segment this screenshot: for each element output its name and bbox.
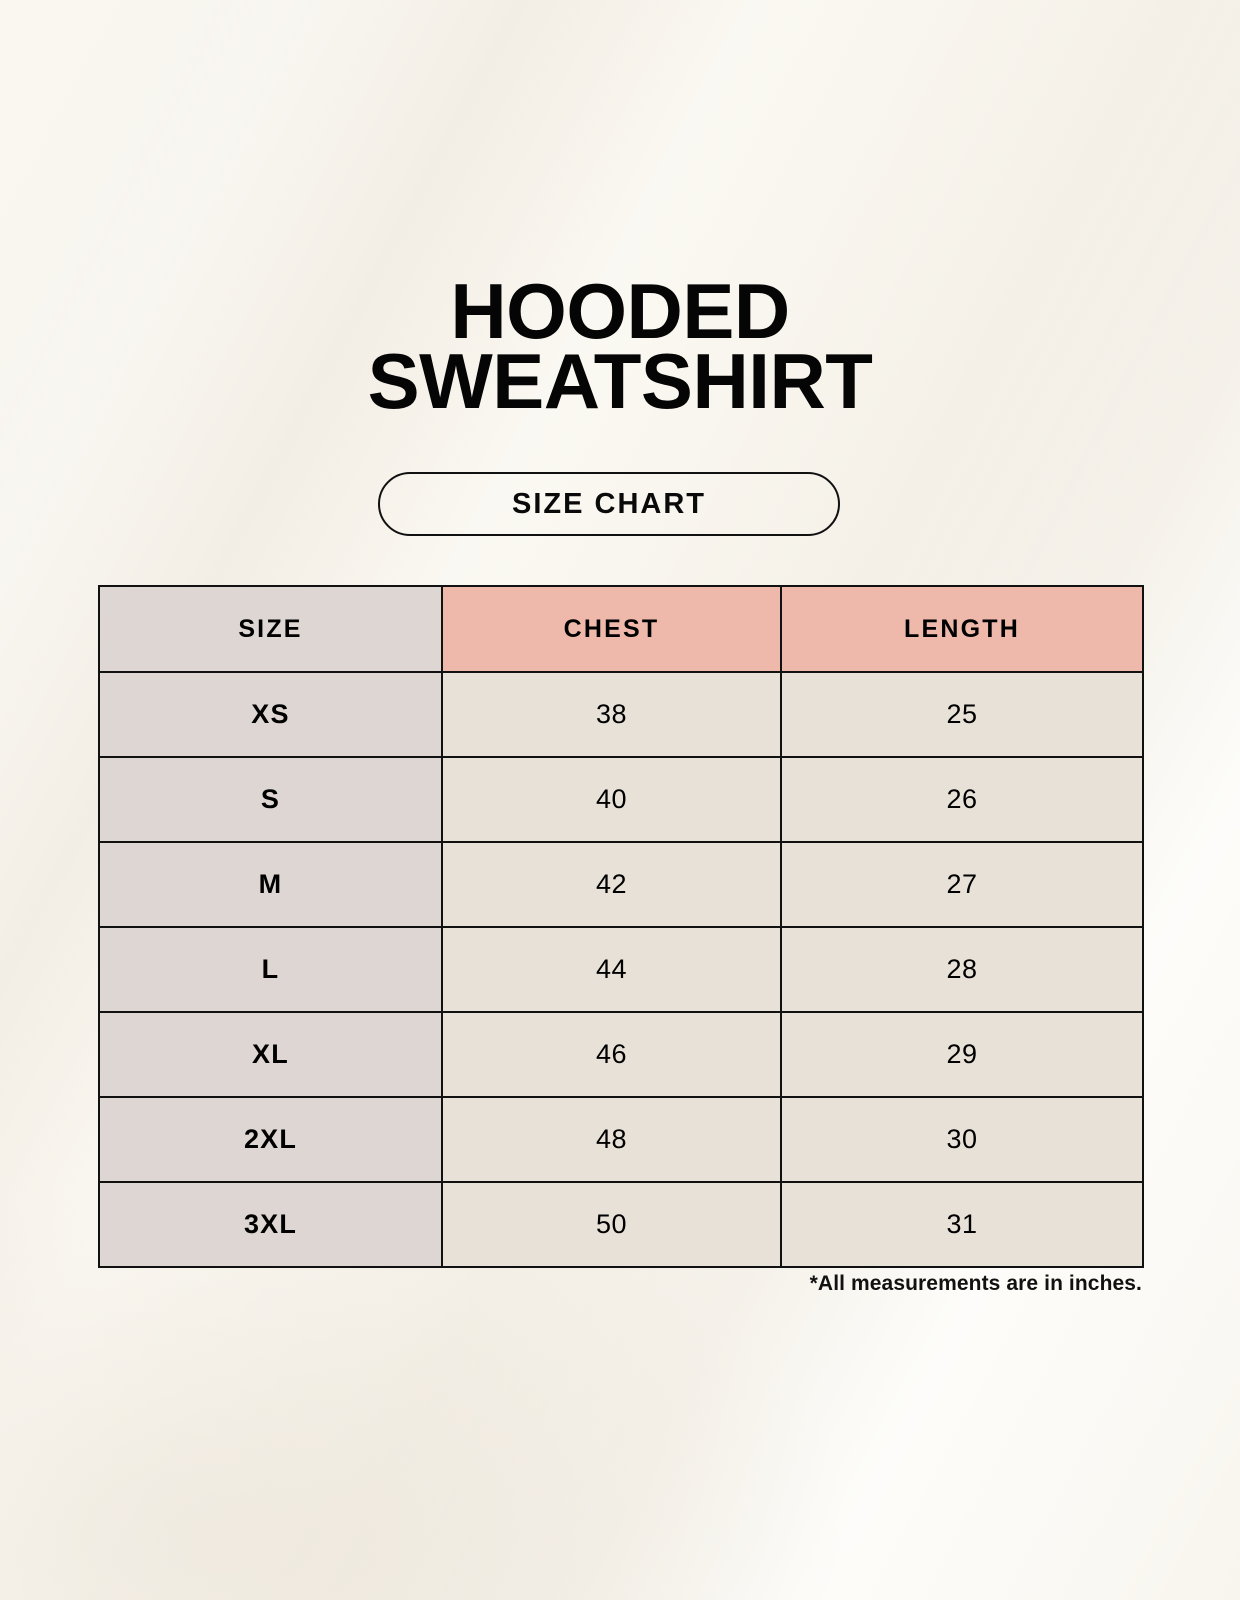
table-header-row: SIZE CHEST LENGTH — [98, 585, 1144, 673]
size-chart-badge-label: SIZE CHART — [512, 487, 706, 520]
cell-size: 2XL — [98, 1096, 443, 1183]
cell-chest: 44 — [441, 926, 782, 1013]
measurement-footnote: *All measurements are in inches. — [809, 1272, 1142, 1295]
cell-size: L — [98, 926, 443, 1013]
size-chart-badge: SIZE CHART — [378, 472, 840, 536]
cell-chest: 38 — [441, 671, 782, 758]
column-header-size: SIZE — [98, 585, 443, 673]
cell-size: XS — [98, 671, 443, 758]
cell-size: S — [98, 756, 443, 843]
cell-length: 28 — [780, 926, 1144, 1013]
table-row: 2XL 48 30 — [98, 1096, 1144, 1183]
cell-length: 30 — [780, 1096, 1144, 1183]
cell-chest: 40 — [441, 756, 782, 843]
cell-chest: 50 — [441, 1181, 782, 1268]
cell-length: 25 — [780, 671, 1144, 758]
cell-length: 29 — [780, 1011, 1144, 1098]
column-header-chest: CHEST — [441, 585, 782, 673]
size-chart-table: SIZE CHEST LENGTH XS 38 25 S 40 26 M 42 … — [98, 585, 1144, 1268]
table-row: XL 46 29 — [98, 1011, 1144, 1098]
table-row: S 40 26 — [98, 756, 1144, 843]
table-row: L 44 28 — [98, 926, 1144, 1013]
cell-size: 3XL — [98, 1181, 443, 1268]
title-line-1: HOODED — [450, 267, 790, 355]
table-row: M 42 27 — [98, 841, 1144, 928]
cell-chest: 46 — [441, 1011, 782, 1098]
cell-length: 31 — [780, 1181, 1144, 1268]
cell-size: XL — [98, 1011, 443, 1098]
page-title: HOODED SWEATSHIRT — [0, 267, 1240, 425]
column-header-length: LENGTH — [780, 585, 1144, 673]
cell-size: M — [98, 841, 443, 928]
title-line-2: SWEATSHIRT — [367, 337, 873, 425]
table-row: 3XL 50 31 — [98, 1181, 1144, 1268]
table-row: XS 38 25 — [98, 671, 1144, 758]
cell-chest: 42 — [441, 841, 782, 928]
cell-length: 26 — [780, 756, 1144, 843]
table-body: XS 38 25 S 40 26 M 42 27 L 44 28 XL 46 — [98, 671, 1144, 1268]
cell-chest: 48 — [441, 1096, 782, 1183]
cell-length: 27 — [780, 841, 1144, 928]
